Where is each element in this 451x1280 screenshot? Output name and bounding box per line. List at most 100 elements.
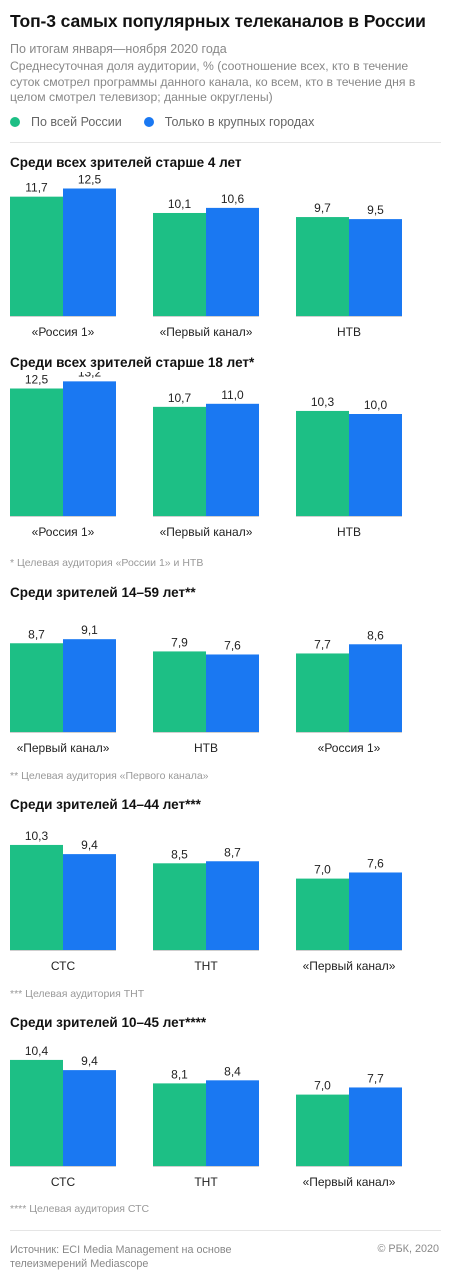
bar-cities-1 (63, 1070, 116, 1166)
value-label: 8,5 (171, 847, 188, 861)
bar-russia-1 (10, 1059, 63, 1166)
bar-russia-2 (153, 406, 206, 516)
value-label: 10,4 (25, 1044, 49, 1058)
legend: По всей России Только в крупных городах (10, 115, 336, 129)
footnote-5: **** Целевая аудитория СТС (10, 1203, 150, 1215)
value-label: 10,0 (364, 398, 388, 412)
value-label: 7,6 (367, 856, 384, 870)
bar-russia-2 (153, 651, 206, 732)
bar-chart-1: 11,7 12,5 «Россия 1» 10,1 10,6 «Первый канал»… (10, 173, 402, 339)
value-label: 8,7 (28, 627, 45, 641)
source-note: Источник: ECI Media Management на основе… (10, 1244, 232, 1270)
value-label: 11,7 (25, 181, 48, 195)
value-label: 7,9 (171, 635, 188, 649)
bar-cities-2 (206, 654, 259, 732)
category-label: «Первый канал» (303, 1175, 396, 1189)
chart-description: Среднесуточная доля аудитории, % (соотно… (10, 59, 416, 104)
bar-cities-3 (349, 644, 402, 732)
value-label: 9,4 (81, 1054, 98, 1068)
category-label: «Первый канал» (160, 525, 253, 539)
value-label: 10,3 (311, 395, 335, 409)
bar-russia-2 (153, 1083, 206, 1166)
page-title: Топ-3 самых популярных телеканалов в Рос… (10, 11, 426, 31)
category-label: «Россия 1» (32, 325, 95, 339)
panel-title-2: Среди всех зрителей старше 18 лет* (10, 355, 255, 370)
value-label: 8,7 (224, 845, 241, 859)
category-label: СТС (51, 1175, 76, 1189)
bar-russia-3 (296, 653, 349, 732)
legend-label-russia: По всей России (31, 115, 122, 129)
legend-dot-blue-icon (143, 117, 154, 127)
divider (10, 142, 441, 143)
bar-chart-5: 10,4 9,4 СТС 8,1 8,4 ТНТ 7,0 7,7 «Первый канал» (10, 1044, 402, 1189)
category-label: «Первый канал» (160, 325, 253, 339)
panel-title-1: Среди всех зрителей старше 4 лет (10, 155, 242, 170)
value-label: 7,0 (314, 1079, 331, 1093)
bar-cities-3 (349, 1087, 402, 1166)
footnote-2: * Целевая аудитория «России 1» и НТВ (10, 557, 204, 569)
bar-cities-1 (63, 188, 116, 316)
value-label: 10,3 (25, 829, 49, 843)
bar-russia-1 (10, 643, 63, 732)
bar-russia-1 (10, 844, 63, 950)
bar-cities-2 (206, 1080, 259, 1166)
bar-cities-2 (206, 207, 259, 316)
bar-russia-3 (296, 1094, 349, 1166)
bar-chart-2: 12,5 13,2 «Россия 1» 10,7 11,0 «Первый канал»… (10, 372, 402, 539)
bar-russia-1 (10, 388, 63, 516)
category-label: «Первый канал» (17, 741, 110, 755)
category-label: НТВ (337, 325, 361, 339)
bar-chart-3: 8,7 9,1 «Первый канал» 7,9 7,6 НТВ 7,7 8,6 «Росс… (10, 623, 402, 755)
value-label: 13,2 (78, 372, 102, 379)
category-label: НТВ (337, 525, 361, 539)
category-label: СТС (51, 959, 76, 973)
value-label: 8,6 (367, 628, 384, 642)
footnote-4: *** Целевая аудитория ТНТ (10, 988, 145, 1000)
bar-chart-4: 10,3 9,4 СТС 8,5 8,7 ТНТ 7,0 7,6 «Первый канал» (10, 829, 402, 973)
category-label: «Россия 1» (318, 741, 381, 755)
panel-title-4: Среди зрителей 14–44 лет*** (10, 797, 201, 812)
bar-cities-1 (63, 381, 116, 516)
value-label: 9,1 (81, 623, 98, 637)
value-label: 8,4 (224, 1064, 241, 1078)
footnote-3: ** Целевая аудитория «Первого канала» (10, 770, 209, 782)
value-label: 7,7 (314, 637, 331, 651)
value-label: 12,5 (78, 173, 102, 187)
value-label: 7,0 (314, 863, 331, 877)
bar-cities-3 (349, 872, 402, 950)
panel-title-5: Среди зрителей 10–45 лет**** (10, 1015, 207, 1030)
bar-russia-3 (296, 410, 349, 516)
value-label: 10,7 (168, 391, 192, 405)
value-label: 9,5 (367, 203, 384, 217)
copyright: © РБК, 2020 (377, 1243, 439, 1255)
bar-cities-1 (63, 639, 116, 732)
bar-cities-1 (63, 854, 116, 950)
legend-label-cities: Только в крупных городах (164, 115, 315, 129)
bar-russia-2 (153, 212, 206, 316)
divider-bottom (10, 1230, 441, 1231)
bar-cities-2 (206, 861, 259, 950)
value-label: 7,6 (224, 638, 241, 652)
bar-russia-3 (296, 878, 349, 950)
value-label: 10,1 (168, 197, 192, 211)
legend-item-cities: Только в крупных городах (143, 115, 315, 129)
bar-cities-3 (349, 219, 402, 316)
page-subtitle: По итогам января—ноября 2020 года (10, 42, 227, 56)
category-label: НТВ (194, 741, 218, 755)
value-label: 9,4 (81, 838, 98, 852)
value-label: 11,0 (221, 388, 244, 402)
value-label: 12,5 (25, 373, 49, 387)
value-label: 10,6 (221, 192, 245, 206)
category-label: ТНТ (194, 959, 218, 973)
bar-russia-2 (153, 863, 206, 950)
category-label: «Первый канал» (303, 959, 396, 973)
value-label: 8,1 (171, 1067, 188, 1081)
bar-russia-1 (10, 196, 63, 316)
value-label: 9,7 (314, 201, 331, 215)
category-label: «Россия 1» (32, 525, 95, 539)
legend-dot-green-icon (10, 117, 20, 127)
value-label: 7,7 (367, 1071, 384, 1085)
category-label: ТНТ (194, 1175, 218, 1189)
bar-russia-3 (296, 217, 349, 316)
bar-cities-3 (349, 414, 402, 516)
